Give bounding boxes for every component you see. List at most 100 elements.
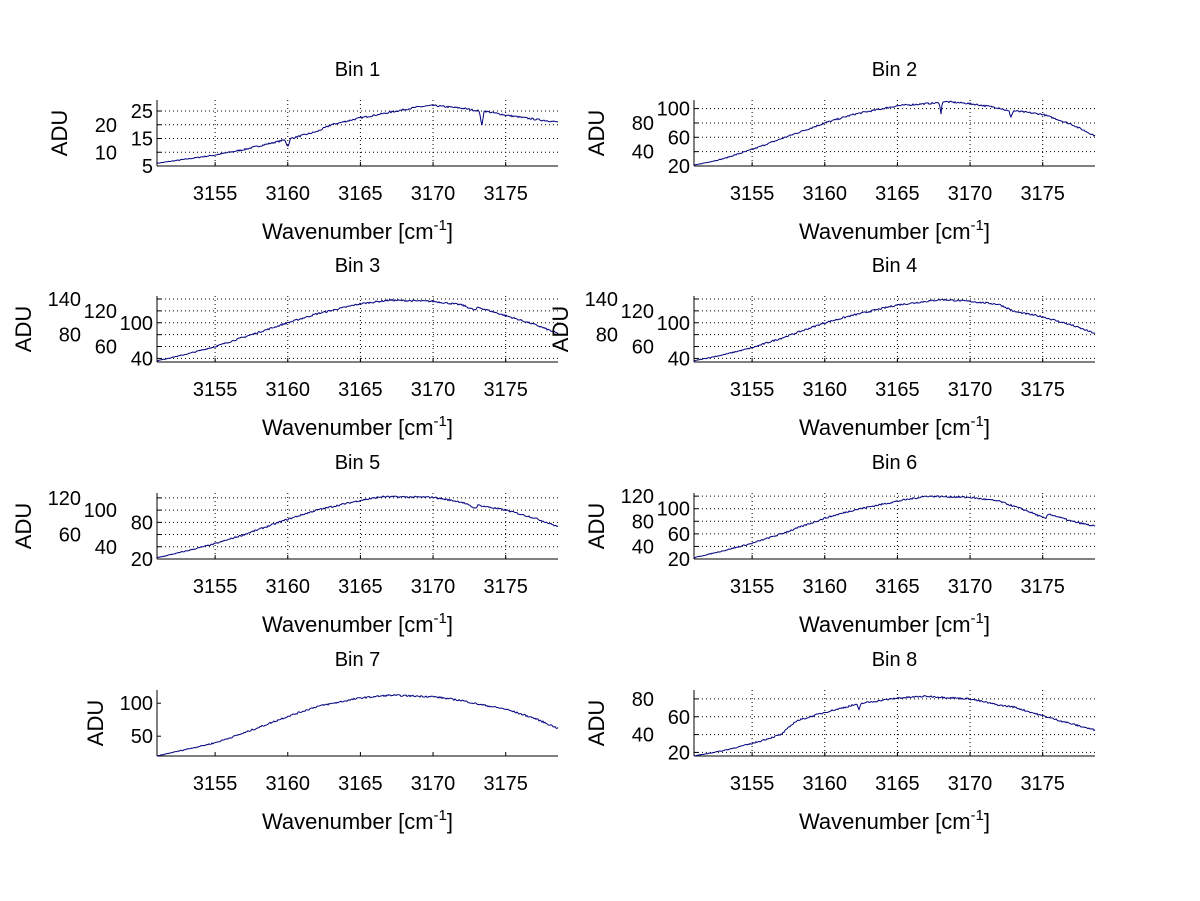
y-tick-label: 80 — [632, 689, 654, 711]
plot-area — [694, 100, 1095, 166]
x-tick-label: 3170 — [411, 379, 456, 401]
x-axis-label: Wavenumber [cm-1] — [799, 413, 990, 440]
series-line — [693, 100, 1096, 166]
y-tick-label: 80 — [59, 325, 81, 347]
x-tick-label: 3160 — [266, 379, 311, 401]
x-axis-label: Wavenumber [cm-1] — [799, 610, 990, 637]
y-tick-label: 5 — [142, 156, 153, 178]
x-tick-label: 3160 — [803, 183, 848, 205]
x-label-close: ] — [447, 219, 453, 244]
subplot-title: Bin 5 — [335, 452, 381, 474]
y-axis-label: ADU — [83, 700, 108, 746]
x-label-close: ] — [447, 415, 453, 440]
subplot-bin-7: 3155 3160 3165 3170 3175 50 100 Bin 7 Wavenumber… — [83, 649, 559, 834]
plot-area — [157, 296, 558, 362]
x-label-text: Wavenumber [cm — [262, 809, 434, 834]
subplot-title: Bin 8 — [872, 649, 918, 671]
y-axis-label: ADU — [548, 306, 573, 352]
x-tick-label: 3170 — [411, 183, 456, 205]
subplot-title: Bin 4 — [872, 255, 918, 277]
y-tick-label: 60 — [668, 707, 690, 729]
x-label-text: Wavenumber [cm — [799, 415, 971, 440]
subplot-title: Bin 1 — [335, 59, 381, 81]
plot-area — [157, 493, 558, 559]
x-label-text: Wavenumber [cm — [262, 612, 434, 637]
x-tick-label: 3155 — [730, 379, 775, 401]
x-axis-label: Wavenumber [cm-1] — [262, 807, 453, 834]
plot-area — [157, 690, 558, 756]
x-tick-label: 3160 — [266, 183, 311, 205]
x-label-text: Wavenumber [cm — [799, 809, 971, 834]
series-line — [693, 695, 1096, 757]
x-tick-label: 3175 — [483, 183, 528, 205]
series-line — [693, 298, 1096, 362]
subplot-title: Bin 7 — [335, 649, 381, 671]
y-tick-label: 40 — [632, 536, 654, 558]
x-label-close: ] — [984, 219, 990, 244]
y-axis-label: ADU — [11, 503, 36, 549]
y-tick-label: 25 — [131, 101, 153, 123]
series-line — [156, 298, 559, 362]
x-axis-label: Wavenumber [cm-1] — [262, 217, 453, 244]
y-tick-label: 140 — [48, 289, 81, 311]
x-label-close: ] — [984, 612, 990, 637]
x-label-text: Wavenumber [cm — [262, 415, 434, 440]
y-tick-label: 120 — [621, 486, 654, 508]
series-line — [156, 104, 559, 164]
x-label-close: ] — [984, 809, 990, 834]
x-axis-label: Wavenumber [cm-1] — [262, 610, 453, 637]
x-label-superscript: -1 — [434, 413, 447, 430]
x-tick-label: 3175 — [483, 773, 528, 795]
x-tick-label: 3175 — [1020, 773, 1065, 795]
y-tick-label: 60 — [668, 127, 690, 149]
x-tick-label: 3160 — [803, 773, 848, 795]
x-tick-label: 3160 — [266, 576, 311, 598]
x-tick-label: 3175 — [483, 576, 528, 598]
y-tick-label: 60 — [59, 525, 81, 547]
subplot-bin-8: 3155 3160 3165 3170 3175 20 40 60 80 Bin 8 Wavenum… — [584, 649, 1096, 834]
x-tick-label: 3170 — [411, 773, 456, 795]
x-tick-label: 3165 — [338, 379, 383, 401]
x-label-superscript: -1 — [971, 610, 984, 627]
y-tick-label: 20 — [131, 549, 153, 571]
y-tick-label: 100 — [657, 99, 690, 121]
x-tick-label: 3165 — [875, 576, 920, 598]
y-tick-label: 15 — [131, 129, 153, 151]
x-label-text: Wavenumber [cm — [799, 612, 971, 637]
x-tick-label: 3165 — [338, 773, 383, 795]
y-tick-label: 140 — [585, 289, 618, 311]
x-label-superscript: -1 — [434, 217, 447, 234]
x-tick-label: 3175 — [1020, 183, 1065, 205]
y-tick-label: 80 — [632, 511, 654, 533]
x-tick-label: 3160 — [803, 576, 848, 598]
x-label-close: ] — [447, 612, 453, 637]
x-tick-label: 3155 — [193, 576, 238, 598]
x-tick-label: 3170 — [948, 576, 993, 598]
y-tick-label: 40 — [131, 348, 153, 370]
y-axis-label: ADU — [584, 503, 609, 549]
y-tick-label: 80 — [632, 113, 654, 135]
y-axis-label: ADU — [584, 700, 609, 746]
series-line — [156, 694, 559, 757]
x-label-superscript: -1 — [434, 610, 447, 627]
x-label-superscript: -1 — [434, 807, 447, 824]
x-axis-label: Wavenumber [cm-1] — [262, 413, 453, 440]
y-tick-label: 120 — [84, 301, 117, 323]
y-tick-label: 60 — [668, 524, 690, 546]
y-tick-label: 50 — [131, 726, 153, 748]
x-label-superscript: -1 — [971, 413, 984, 430]
x-label-close: ] — [984, 415, 990, 440]
y-tick-label: 80 — [131, 512, 153, 534]
x-tick-label: 3160 — [266, 773, 311, 795]
plot-area — [694, 493, 1095, 559]
y-tick-label: 20 — [668, 549, 690, 571]
plot-area — [694, 296, 1095, 362]
y-tick-label: 20 — [668, 156, 690, 178]
x-tick-label: 3165 — [875, 379, 920, 401]
y-tick-label: 40 — [632, 725, 654, 747]
x-tick-label: 3175 — [1020, 379, 1065, 401]
x-tick-label: 3165 — [875, 183, 920, 205]
